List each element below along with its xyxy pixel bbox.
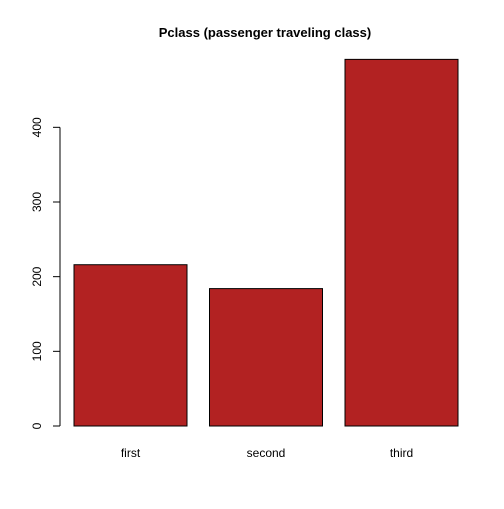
x-axis-labels: first second third — [121, 446, 413, 460]
bar-second — [209, 288, 323, 427]
chart-title: Pclass (passenger traveling class) — [159, 25, 371, 40]
y-tick-label: 200 — [30, 266, 44, 286]
x-tick-label-second: second — [247, 446, 286, 460]
x-tick-label-third: third — [390, 446, 413, 460]
y-tick-label: 0 — [30, 422, 44, 429]
bar-third — [344, 58, 459, 427]
bar-first — [73, 264, 188, 427]
y-tick-label: 100 — [30, 341, 44, 361]
y-axis: 0 100 200 300 400 — [30, 117, 61, 429]
y-tick-label: 400 — [30, 117, 44, 137]
y-tick-label: 300 — [30, 192, 44, 212]
x-tick-label-first: first — [121, 446, 141, 460]
bars-group — [73, 58, 459, 427]
